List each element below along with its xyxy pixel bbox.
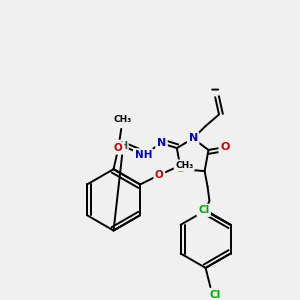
Text: O: O [155, 170, 164, 180]
Text: CH₃: CH₃ [113, 115, 131, 124]
Text: CH₃: CH₃ [175, 161, 194, 170]
Text: N: N [157, 138, 166, 148]
Text: S: S [177, 164, 185, 174]
Text: N: N [188, 134, 198, 143]
Text: NH: NH [134, 150, 152, 160]
Text: H: H [119, 141, 127, 151]
Text: O: O [114, 143, 123, 153]
Text: O: O [220, 142, 230, 152]
Text: Cl: Cl [198, 206, 209, 215]
Text: Cl: Cl [210, 290, 221, 300]
